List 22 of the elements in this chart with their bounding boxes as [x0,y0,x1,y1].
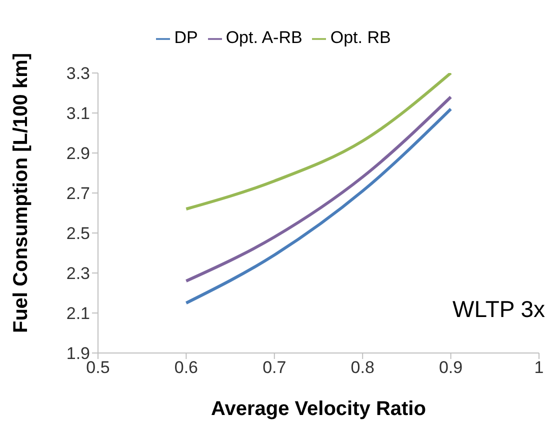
x-tick-label: 0.5 [86,358,110,378]
line-series [184,96,452,282]
x-tick-label: 0.8 [350,358,374,378]
y-axis-title: Fuel Consumption [L/100 km] [10,52,32,333]
y-tick-label: 2.9 [66,144,90,164]
x-tick-label: 0.9 [438,358,463,378]
y-tick-label: 3.1 [66,104,90,124]
y-tick-label: 2.1 [66,304,90,324]
legend-label: Opt. RB [330,28,391,47]
annotation: WLTP 3x [452,296,545,323]
line-series [184,73,452,210]
line-series [184,108,452,304]
y-tick-label: 3.3 [66,64,90,84]
y-tick-label: 2.3 [66,264,90,284]
y-tick-label: 2.7 [66,184,90,204]
y-tick-label: 2.5 [66,224,90,244]
x-tick-label: 0.6 [174,358,198,378]
legend-label: DP [174,28,198,47]
x-tick-label: 1 [534,358,544,378]
x-tick-label: 0.7 [262,358,286,378]
x-axis-title: Average Velocity Ratio [211,398,426,420]
legend-label: Opt. A-RB [226,28,302,47]
